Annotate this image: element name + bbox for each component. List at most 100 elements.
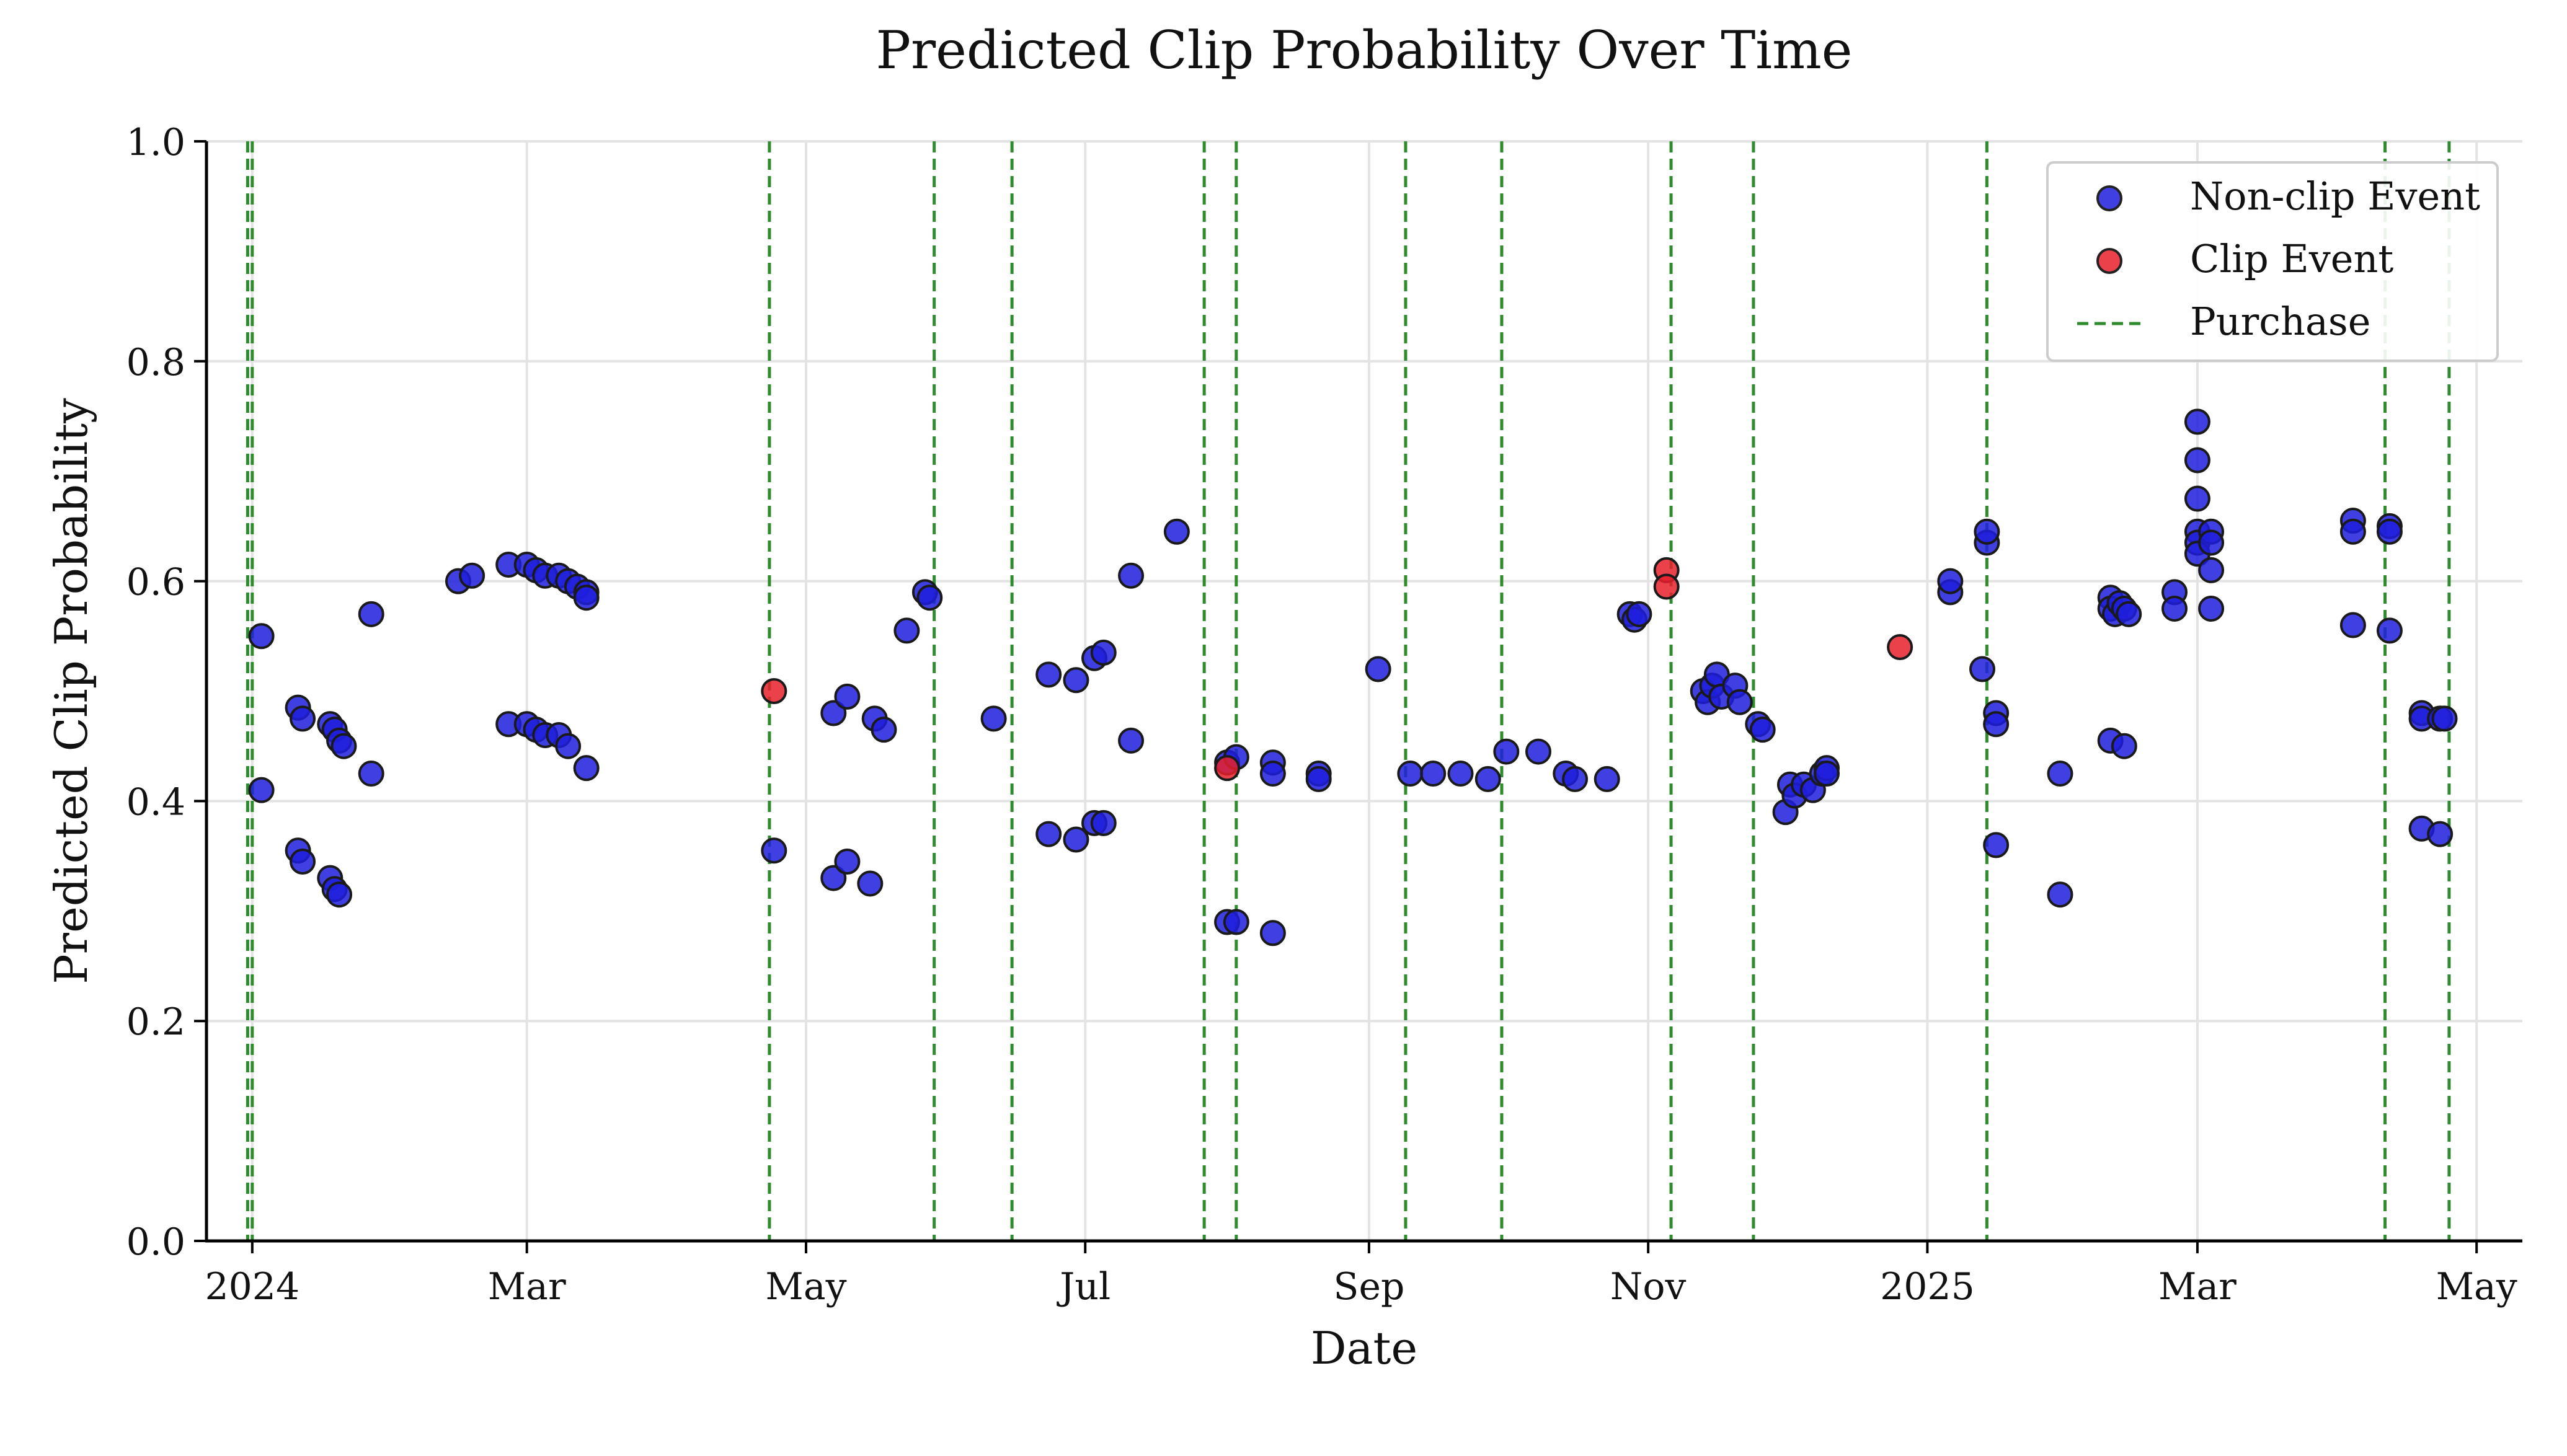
nonclip-event-point [1562, 766, 1589, 792]
legend-label-clip: Clip Event [2190, 236, 2393, 281]
x-tick-label: Sep [1333, 1265, 1404, 1308]
nonclip-event-point [2198, 557, 2225, 583]
purchase-lines [246, 141, 2451, 1241]
nonclip-event-point [1493, 738, 1520, 765]
nonclip-event-point [1090, 639, 1117, 666]
nonclip-event-point [248, 623, 275, 650]
x-tick-label: Nov [1610, 1265, 1687, 1308]
nonclip-event-point [2047, 761, 2073, 787]
nonclip-event-point [820, 700, 847, 726]
nonclip-event-point [834, 683, 861, 710]
chart-title: Predicted Clip Probability Over Time [876, 20, 1853, 81]
nonclip-event-point [1118, 562, 1145, 589]
nonclip-event-point [1259, 920, 1286, 946]
axes [205, 141, 2522, 1243]
legend-marker-nonclip [2096, 185, 2122, 211]
nonclip-event-point [573, 755, 600, 782]
y-tick-label: 0.4 [126, 780, 185, 824]
nonclip-event-point [2047, 881, 2073, 908]
nonclip-event-point [1063, 667, 1089, 694]
nonclip-event-point [1365, 656, 1391, 682]
nonclip-event-point [1749, 717, 1776, 743]
nonclip-event-point [330, 733, 357, 759]
nonclip-event-point [1035, 821, 1062, 847]
x-axis-label: Date [1311, 1322, 1417, 1374]
ticks: 0.0 0.2 0.4 0.6 0.8 1.0 2024 Mar May Jul Sep Nov 202… [126, 121, 2517, 1308]
nonclip-event-point [1118, 727, 1145, 754]
nonclip-event-point [820, 865, 847, 891]
y-tick-label: 0.0 [126, 1220, 185, 1264]
nonclip-event-point [1983, 711, 2010, 738]
nonclip-event-point [290, 848, 316, 875]
nonclip-event-point [326, 881, 353, 908]
nonclip-event-point [1937, 568, 1964, 594]
nonclip-event-point [2184, 485, 2210, 512]
y-axis-label: Predicted Clip Probability [45, 398, 97, 984]
nonclip-event-point [1305, 766, 1332, 792]
nonclip-event-point [1974, 518, 2000, 545]
nonclip-event-point [2111, 733, 2137, 759]
nonclip-event-point [1420, 761, 1447, 787]
nonclip-event-point [2161, 595, 2188, 622]
nonclip-event-point [2427, 821, 2454, 847]
nonclip-event-point [248, 777, 275, 803]
nonclip-event-point [1447, 761, 1474, 787]
nonclip-event-point [1163, 518, 1190, 545]
x-tick-label: 2024 [205, 1265, 299, 1308]
nonclip-event-point [1726, 689, 1753, 715]
x-tick-label: Jul [1056, 1265, 1111, 1308]
nonclip-event-point [290, 705, 316, 732]
nonclip-event-point [871, 717, 897, 743]
nonclip-event-point [1474, 766, 1501, 792]
legend-label-nonclip: Non-clip Event [2190, 174, 2480, 219]
legend-marker-clip [2096, 248, 2122, 274]
nonclip-event-point [2376, 518, 2403, 545]
nonclip-event-point [980, 705, 1007, 732]
nonclip-event-point [459, 562, 485, 589]
legend: Non-clip Event Clip Event Purchase [2046, 161, 2499, 362]
nonclip-event-point [761, 837, 787, 864]
nonclip-event-point [893, 617, 920, 644]
nonclip-event-point [2116, 601, 2142, 627]
nonclip-event-point [2198, 529, 2225, 556]
legend-box [2046, 161, 2499, 362]
nonclip-event-point [1259, 761, 1286, 787]
nonclip-event-point [2431, 705, 2458, 732]
nonclip-event-point [1594, 766, 1620, 792]
nonclip-event-point [1035, 661, 1062, 688]
clip-event-point [1653, 573, 1680, 600]
x-tick-label: Mar [488, 1265, 566, 1308]
nonclip-event-point [555, 733, 582, 759]
nonclip-event-point [358, 761, 384, 787]
y-tick-label: 0.2 [126, 1000, 185, 1044]
nonclip-event-point [1063, 826, 1089, 853]
grid [206, 140, 2522, 1242]
nonclip-event-point [2184, 408, 2210, 435]
nonclip-event-point [2376, 617, 2403, 644]
clip-event-point [1214, 755, 1241, 782]
nonclip-event-point [2198, 595, 2225, 622]
y-tick-label: 0.6 [126, 561, 185, 604]
legend-label-purchase: Purchase [2190, 299, 2370, 344]
nonclip-event-point [2339, 518, 2366, 545]
nonclip-event-point [1969, 656, 1995, 682]
data-points [248, 408, 2458, 946]
nonclip-event-point [2184, 447, 2210, 474]
x-tick-label: May [765, 1265, 846, 1308]
nonclip-event-point [358, 601, 384, 627]
x-tick-label: May [2436, 1265, 2517, 1308]
nonclip-event-point [916, 585, 943, 611]
nonclip-event-point [573, 585, 600, 611]
nonclip-event-point [857, 870, 884, 897]
x-tick-label: Mar [2158, 1265, 2237, 1308]
nonclip-event-point [1983, 832, 2010, 858]
nonclip-event-point [1525, 738, 1551, 765]
nonclip-event-point [1090, 810, 1117, 836]
y-tick-label: 0.8 [126, 341, 185, 384]
nonclip-event-point [1223, 909, 1249, 935]
nonclip-event-point [2339, 612, 2366, 638]
nonclip-event-point [1626, 601, 1652, 627]
x-tick-label: 2025 [1880, 1265, 1975, 1308]
clip-event-point [761, 678, 787, 704]
